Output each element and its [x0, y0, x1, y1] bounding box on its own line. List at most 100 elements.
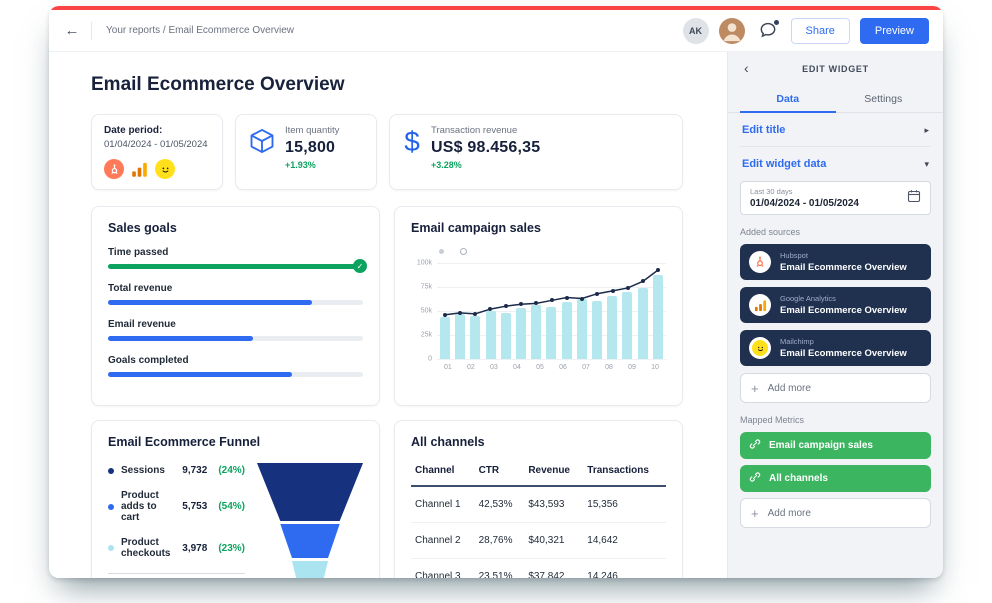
funnel-stage-label: Sessions: [121, 465, 175, 476]
table-row[interactable]: Channel 142,53%$43,59315,356: [411, 486, 666, 523]
kpi-delta: +1.93%: [285, 160, 339, 170]
table-cell: Channel 1: [411, 486, 475, 523]
x-tick-label: 04: [513, 364, 521, 371]
breadcrumb: Your reports / Email Ecommerce Overview: [106, 25, 294, 36]
gridline: [437, 359, 666, 360]
kpi-value: US$ 98.456,35: [431, 139, 540, 157]
sales-goal-row: Total revenue: [108, 283, 363, 305]
sources-list: HubspotEmail Ecommerce OverviewGoogle An…: [740, 244, 931, 366]
kpi-row: Date period: 01/04/2024 - 01/05/2024 Ite…: [91, 114, 683, 190]
edit-widget-data-label: Edit widget data: [742, 158, 826, 170]
funnel-stage-value: 9,732: [182, 465, 207, 476]
google-analytics-icon: [749, 294, 771, 316]
column-header: Revenue: [524, 461, 583, 486]
table-header-row: ChannelCTRRevenueTransactions: [411, 461, 666, 486]
metric-label: All channels: [769, 473, 828, 484]
source-name: Mailchimp: [780, 337, 907, 346]
sales-goals-card[interactable]: Sales goals Time passed✓Total revenueEma…: [91, 206, 380, 406]
funnel-legend-item: Sessions 9,732 (24%): [108, 465, 245, 476]
table-row[interactable]: Channel 228,76%$40,32114,642: [411, 523, 666, 559]
funnel-card[interactable]: Email Ecommerce Funnel Sessions9,732(24%…: [91, 420, 380, 578]
line-point: [458, 311, 462, 315]
panel-tabs: DataSettings: [728, 86, 943, 113]
line-point: [656, 268, 660, 272]
edit-title-row[interactable]: Edit title ▸: [740, 113, 931, 147]
funnel-stage-pct: (24%): [218, 465, 245, 476]
line-point: [565, 296, 569, 300]
funnel-stage-pct: (54%): [218, 501, 245, 512]
all-channels-card[interactable]: All channels ChannelCTRRevenueTransactio…: [394, 420, 683, 578]
x-tick-label: 09: [628, 364, 636, 371]
y-tick-label: 25k: [421, 332, 432, 339]
line-point: [611, 289, 615, 293]
back-button[interactable]: ←: [59, 18, 85, 44]
kpi-label: Item quantity: [285, 125, 339, 136]
mapped-metric-item[interactable]: Email campaign sales: [740, 432, 931, 459]
legend-dot-icon: [108, 468, 114, 474]
goal-progress-fill: [108, 336, 253, 341]
source-name: Hubspot: [780, 251, 907, 260]
avatar-photo[interactable]: [719, 18, 745, 44]
metrics-list: Email campaign sales All channels: [740, 432, 931, 492]
table-cell: 15,356: [583, 486, 666, 523]
date-range-picker[interactable]: Last 30 days 01/04/2024 - 01/05/2024: [740, 181, 931, 215]
source-name: Google Analytics: [780, 294, 907, 303]
legend-dot-filled-icon[interactable]: [439, 249, 444, 254]
email-campaign-sales-card[interactable]: Email campaign sales 100k75k50k25k0 0102…: [394, 206, 683, 406]
panel-back-button[interactable]: ‹: [740, 60, 753, 76]
table-row[interactable]: Channel 323,51%$37,84214,246: [411, 559, 666, 579]
legend-dot-icon: [108, 504, 114, 510]
date-preset: Last 30 days: [750, 187, 859, 196]
y-tick-label: 75k: [421, 284, 432, 291]
source-item-mailchimp[interactable]: MailchimpEmail Ecommerce Overview: [740, 330, 931, 366]
app-window: ← Your reports / Email Ecommerce Overvie…: [49, 6, 943, 578]
share-button[interactable]: Share: [791, 18, 850, 44]
tab-settings[interactable]: Settings: [836, 86, 932, 113]
notification-dot: [773, 19, 780, 26]
funnel-stage-label: Product checkouts: [121, 537, 175, 559]
chat-icon[interactable]: [755, 18, 781, 44]
mapped-metric-item[interactable]: All channels: [740, 465, 931, 492]
channels-table: ChannelCTRRevenueTransactionsChannel 142…: [411, 461, 666, 578]
cube-icon: [248, 127, 276, 179]
goal-label: Email revenue: [108, 319, 363, 330]
goals-list: Time passed✓Total revenueEmail revenueGo…: [108, 247, 363, 377]
plus-icon: +: [751, 382, 759, 395]
preview-button[interactable]: Preview: [860, 18, 929, 44]
add-metric-button[interactable]: + Add more: [740, 498, 931, 528]
hubspot-icon: [749, 251, 771, 273]
tab-data[interactable]: Data: [740, 86, 836, 113]
date-period-label: Date period:: [104, 125, 210, 136]
source-title: Email Ecommerce Overview: [780, 305, 907, 316]
table-cell: 14,642: [583, 523, 666, 559]
funnel-stage-pct: (23%): [218, 543, 245, 554]
line-point: [580, 297, 584, 301]
funnel-total-row: Total conversion rate 34.35%: [108, 573, 245, 578]
sales-goal-row: Goals completed: [108, 355, 363, 377]
source-item-google-analytics[interactable]: Google Analytics Email Ecommerce Overview: [740, 287, 931, 323]
column-header: CTR: [475, 461, 525, 486]
add-source-button[interactable]: + Add more: [740, 373, 931, 403]
date-period-value: 01/04/2024 - 01/05/2024: [104, 139, 210, 150]
goal-progress-fill: [108, 300, 312, 305]
goal-label: Time passed: [108, 247, 363, 258]
source-item-hubspot[interactable]: HubspotEmail Ecommerce Overview: [740, 244, 931, 280]
avatar-initials[interactable]: AK: [683, 18, 709, 44]
widgets-row-1: Sales goals Time passed✓Total revenueEma…: [91, 206, 683, 406]
source-text: Google Analytics Email Ecommerce Overview: [780, 294, 907, 316]
funnel-stage-value: 3,978: [182, 543, 207, 554]
x-axis: 01020304050607080910: [437, 359, 666, 371]
metric-label: Email campaign sales: [769, 440, 873, 451]
kpi-date-period[interactable]: Date period: 01/04/2024 - 01/05/2024: [91, 114, 223, 190]
legend-dot-open-icon[interactable]: [460, 248, 467, 255]
goal-progress-fill: [108, 264, 363, 269]
kpi-item-quantity[interactable]: Item quantity 15,800 +1.93%: [235, 114, 377, 190]
kpi-transaction-revenue[interactable]: $ Transaction revenue US$ 98.456,35 +3.2…: [389, 114, 683, 190]
divider: [91, 22, 92, 40]
bar-line-chart: 100k75k50k25k0: [411, 263, 666, 359]
report-canvas: Email Ecommerce Overview Date period: 01…: [49, 52, 727, 578]
edit-widget-data-row[interactable]: Edit widget data ▾: [740, 147, 931, 180]
funnel-stage-value: 5,753: [182, 501, 207, 512]
chevron-down-icon: ▾: [924, 159, 929, 170]
legend-dot-icon: [108, 545, 114, 551]
